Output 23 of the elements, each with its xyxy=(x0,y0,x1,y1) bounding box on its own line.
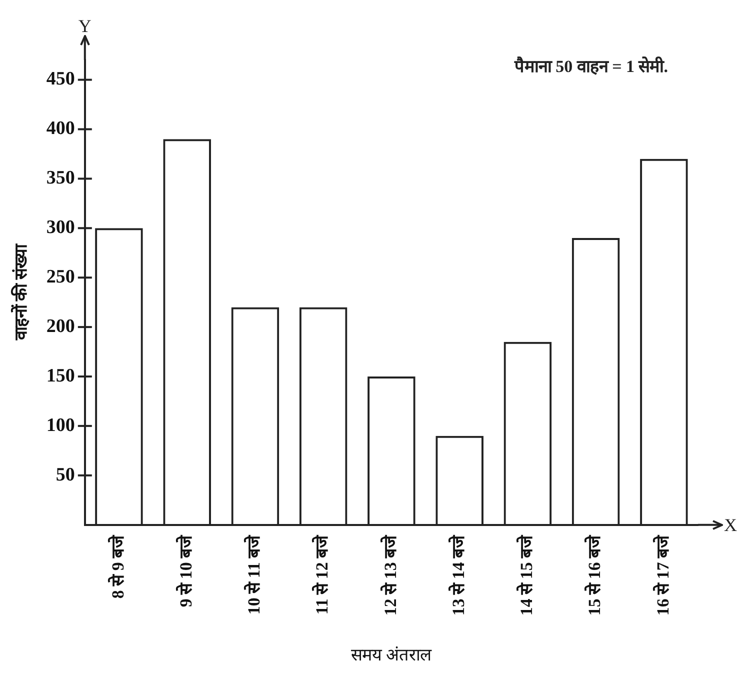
text: X xyxy=(724,514,737,535)
x-tick-label: 14 से 15 बजे xyxy=(516,534,536,616)
y-tick-label: 300 xyxy=(46,217,75,238)
x-tick-label: 12 से 13 बजे xyxy=(380,534,400,616)
y-tick-label: 50 xyxy=(56,464,75,486)
x-tick-label: 10 से 11 बजे xyxy=(244,534,264,615)
y-tick-label: 100 xyxy=(46,414,75,436)
x-tick-label: 13 से 14 बजे xyxy=(448,534,468,616)
y-tick-label: 200 xyxy=(46,316,75,337)
annotation: पैमाना 50 वाहन = 1 सेमी. xyxy=(513,56,668,76)
x-axis-title: समय अंतराल xyxy=(350,645,432,664)
x-tick-label: 9 से 10 बजे xyxy=(175,534,196,608)
x-tick-label: 8 से 9 बजे xyxy=(107,534,128,599)
y-tick-label: 350 xyxy=(46,168,75,189)
text: Y xyxy=(78,16,92,36)
y-tick-label: 250 xyxy=(46,266,75,288)
y-tick-label: 400 xyxy=(46,118,75,140)
y-axis-title: वाहनों की संख्या xyxy=(10,244,31,342)
x-tick-label: 15 से 16 बजे xyxy=(584,534,604,616)
y-tick-label: 150 xyxy=(46,365,75,386)
x-tick-label: 16 से 17 बजे xyxy=(652,534,672,616)
x-tick-label: 11 से 12 बजे xyxy=(312,534,332,615)
y-tick-label: 450 xyxy=(46,68,75,90)
